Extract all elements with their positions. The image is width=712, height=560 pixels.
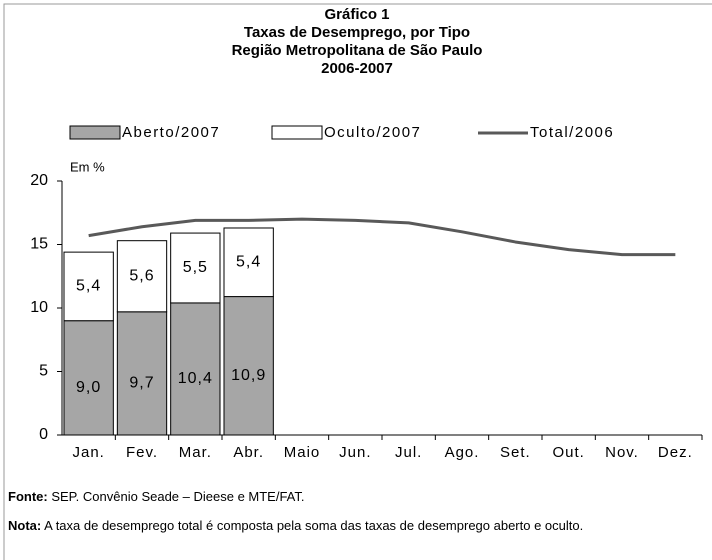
x-tick-label: Ago. [445,444,480,461]
y-axis-label: Em % [70,159,105,174]
x-tick-label: Abr. [233,444,264,461]
bar-segment [223,296,274,436]
y-tick-label: 10 [30,299,48,316]
x-tick-label: Jul. [395,444,422,461]
source-text: SEP. Convênio Seade – Dieese e MTE/FAT. [51,489,305,504]
bar-segment [170,302,221,436]
legend-label: Aberto/2007 [122,124,220,141]
legend-label: Oculto/2007 [324,124,421,141]
bar-segment [223,227,274,298]
x-tick-label: Set. [500,444,531,461]
value-label: 9,7 [129,375,154,392]
chart-subtitle: Região Metropolitana de São Paulo [232,42,483,59]
bar-segment [116,240,168,313]
value-label: 10,9 [231,367,266,384]
x-tick-label: Jun. [339,444,371,461]
chart-subtitle: 2006-2007 [321,60,393,77]
y-tick-label: 0 [39,426,48,443]
bar-segment [170,232,221,304]
value-label: 9,0 [76,379,101,396]
y-tick-label: 5 [39,363,48,380]
note-label: Nota: [8,518,42,533]
y-tick-label: 15 [30,236,48,253]
value-label: 10,4 [178,370,213,387]
note-text: A taxa de desemprego total é composta pe… [44,518,584,533]
x-tick-label: Jan. [72,444,104,461]
source-label: Fonte: [8,489,48,504]
value-label: 5,5 [183,259,208,276]
y-tick-label: 20 [30,172,48,189]
value-label: 5,4 [76,278,101,295]
chart-title: Gráfico 1 [324,6,389,23]
x-tick-label: Dez. [658,444,693,461]
x-tick-label: Out. [552,444,584,461]
note: Nota: A taxa de desemprego total é compo… [8,516,712,535]
x-tick-label: Fev. [126,444,158,461]
legend-swatch [271,125,323,140]
bar-segment [63,320,114,436]
value-label: 5,4 [236,253,261,270]
frame [3,3,712,560]
legend-label: Total/2006 [530,124,614,141]
x-tick-label: Nov. [605,444,639,461]
source: Fonte: SEP. Convênio Seade – Dieese e MT… [8,487,712,506]
x-tick-label: Maio [284,444,321,461]
chart-subtitle: Taxas de Desemprego, por Tipo [244,24,470,41]
value-label: 5,6 [129,267,154,284]
legend-swatch [69,125,121,140]
line-series [88,217,676,257]
x-tick-label: Mar. [179,444,212,461]
bar-segment [116,311,168,436]
bar-segment [63,251,114,322]
